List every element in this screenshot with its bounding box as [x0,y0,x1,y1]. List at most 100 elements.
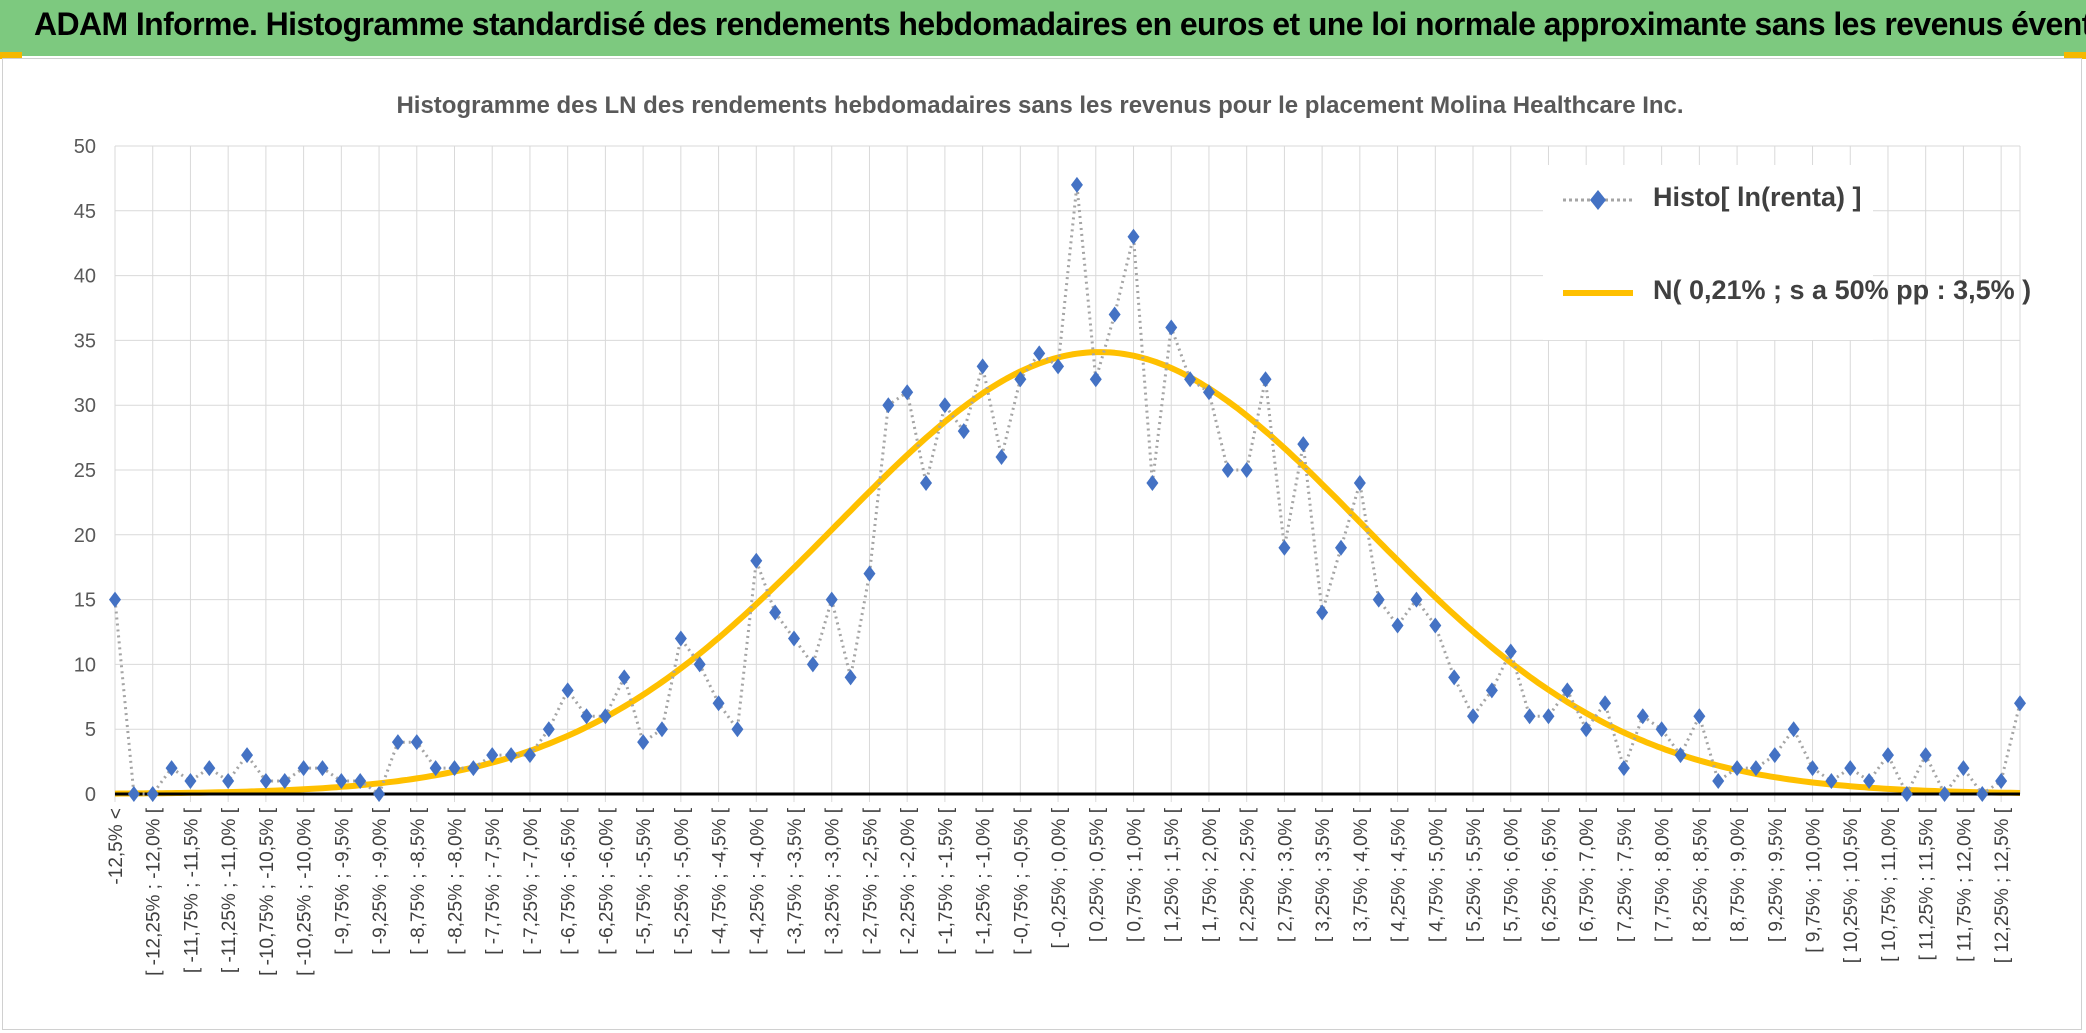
histogram-point [259,773,272,790]
x-tick-label: -12,5% < [106,808,127,885]
histogram-point [655,721,668,738]
histogram-point [127,786,140,802]
histogram-point [976,358,989,375]
histogram-point [203,760,216,777]
x-tick-label: [ 3,25% ; 3,5% [ [1313,807,1334,942]
legend-entry-histogram: Histo[ ln(renta) ] [1543,180,1873,220]
histogram-point [1014,371,1027,388]
y-tick-label: 40 [74,266,96,288]
histogram-point [1108,306,1121,323]
histogram-point [1202,384,1215,401]
histogram-point [1070,176,1083,193]
histogram-point [712,695,725,712]
histogram-point [788,630,801,647]
x-tick-label: [ -2,75% ; -2,5% [ [860,807,881,955]
histogram-point [1523,708,1536,725]
x-tick-label: [ 11,25% ; 11,5% [ [1917,807,1938,960]
histogram-point [1259,371,1272,388]
histogram-point [1240,462,1253,478]
histogram-point [995,449,1008,466]
y-tick-label: 10 [74,654,96,676]
histogram-point [2014,695,2026,712]
histogram-point [1806,760,1819,777]
x-tick-label: [ -12,25% ; -12,0% [ [144,807,165,976]
x-tick-label: [ -1,75% ; -1,5% [ [936,807,957,955]
x-tick-label: [ -3,25% ; -3,0% [ [823,807,844,955]
histogram-point [901,384,914,401]
histogram-point [1693,708,1706,725]
histogram-point [1957,760,1970,777]
x-tick-label: [ 3,75% ; 4,0% [ [1351,807,1372,942]
x-tick-label: [ 7,25% ; 7,5% [ [1615,807,1636,942]
histogram-point [1467,708,1480,725]
histogram-point [335,773,348,790]
chart-frame [2,58,2082,1030]
histogram-point [920,474,933,491]
legend-histogram-label: Histo[ ln(renta) ] [1653,182,1862,212]
x-tick-label: [ 2,75% ; 3,0% [ [1275,807,1296,942]
x-tick-label: [ -0,75% ; -0,5% [ [1011,807,1032,955]
histogram-point [1052,358,1065,375]
normal-curve-line [114,349,2021,797]
x-tick-label: [ 4,25% ; 4,5% [ [1389,807,1410,942]
x-tick-label: [ 2,25% ; 2,5% [ [1238,807,1259,942]
histogram-point [1712,773,1725,790]
histogram-point [957,423,970,440]
histogram-point [1353,474,1366,491]
histogram-point [1787,721,1800,738]
x-tick-label: [ 9,75% ; 10,0% [ [1804,807,1825,952]
histogram-point [1089,371,1102,388]
y-tick-label: 25 [74,460,96,482]
x-tick-label: [ 0,75% ; 1,0% [ [1125,807,1146,942]
histogram-point [1938,786,1951,802]
histogram-point [278,773,291,790]
histogram-point [1127,228,1140,245]
histogram-point [1033,345,1046,362]
y-tick-label: 30 [74,395,96,417]
x-tick-label: [ 12,25% ; 12,5% [ [1992,807,2013,963]
y-tick-label: 35 [74,330,96,352]
y-tick-label: 15 [74,590,96,612]
histogram-point [599,708,612,725]
legend-entry-normal: N( 0,21% ; s a 50% pp : 3,5% ) [1543,273,2031,313]
histogram-point [731,721,744,738]
histogram-point [373,786,386,802]
histogram-point [1429,617,1442,634]
x-tick-label: [ -9,25% ; -9,0% [ [370,807,391,955]
histogram-point [429,760,442,777]
histogram-point [1749,760,1762,777]
histogram-point [222,773,235,790]
histogram-point [1863,773,1876,790]
histogram-point [523,747,536,764]
x-tick-label: [ -5,75% ; -5,5% [ [634,807,655,955]
histogram-point [674,630,687,647]
x-tick-label: [ -9,75% ; -9,5% [ [332,807,353,955]
histogram-point [486,747,499,764]
histogram-point [1655,721,1668,738]
histogram-point [1372,591,1385,608]
histogram-point [391,734,404,751]
y-tick-label: 45 [74,201,96,223]
x-tick-label: [ 4,75% ; 5,0% [ [1426,807,1447,942]
x-tick-label: [ -3,75% ; -3,5% [ [785,807,806,955]
histogram-point [1881,747,1894,764]
x-tick-label: [ 1,75% ; 2,0% [ [1200,807,1221,942]
histogram-point [1334,539,1347,556]
histogram-point [1184,371,1197,388]
banner-title: ADAM Informe. Histogramme standardisé de… [34,6,2086,42]
x-tick-label: [ 10,75% ; 11,0% [ [1879,807,1900,962]
x-tick-label: [ -6,25% ; -6,0% [ [596,807,617,955]
histogram-point [1561,682,1574,699]
x-tick-label: [ -2,25% ; -2,0% [ [898,807,919,955]
histogram-point [938,397,951,414]
x-tick-label: [ 5,75% ; 6,0% [ [1502,807,1523,942]
x-tick-label: [ -7,25% ; -7,0% [ [521,807,542,955]
histogram-point [1674,747,1687,764]
histogram-point [561,682,574,699]
histogram-point [297,760,310,777]
histogram-point [109,591,121,608]
histogram-point [1485,682,1498,699]
x-tick-label: [ 0,25% ; 0,5% [ [1087,807,1108,942]
x-tick-label: [ 9,25% ; 9,5% [ [1766,807,1787,942]
